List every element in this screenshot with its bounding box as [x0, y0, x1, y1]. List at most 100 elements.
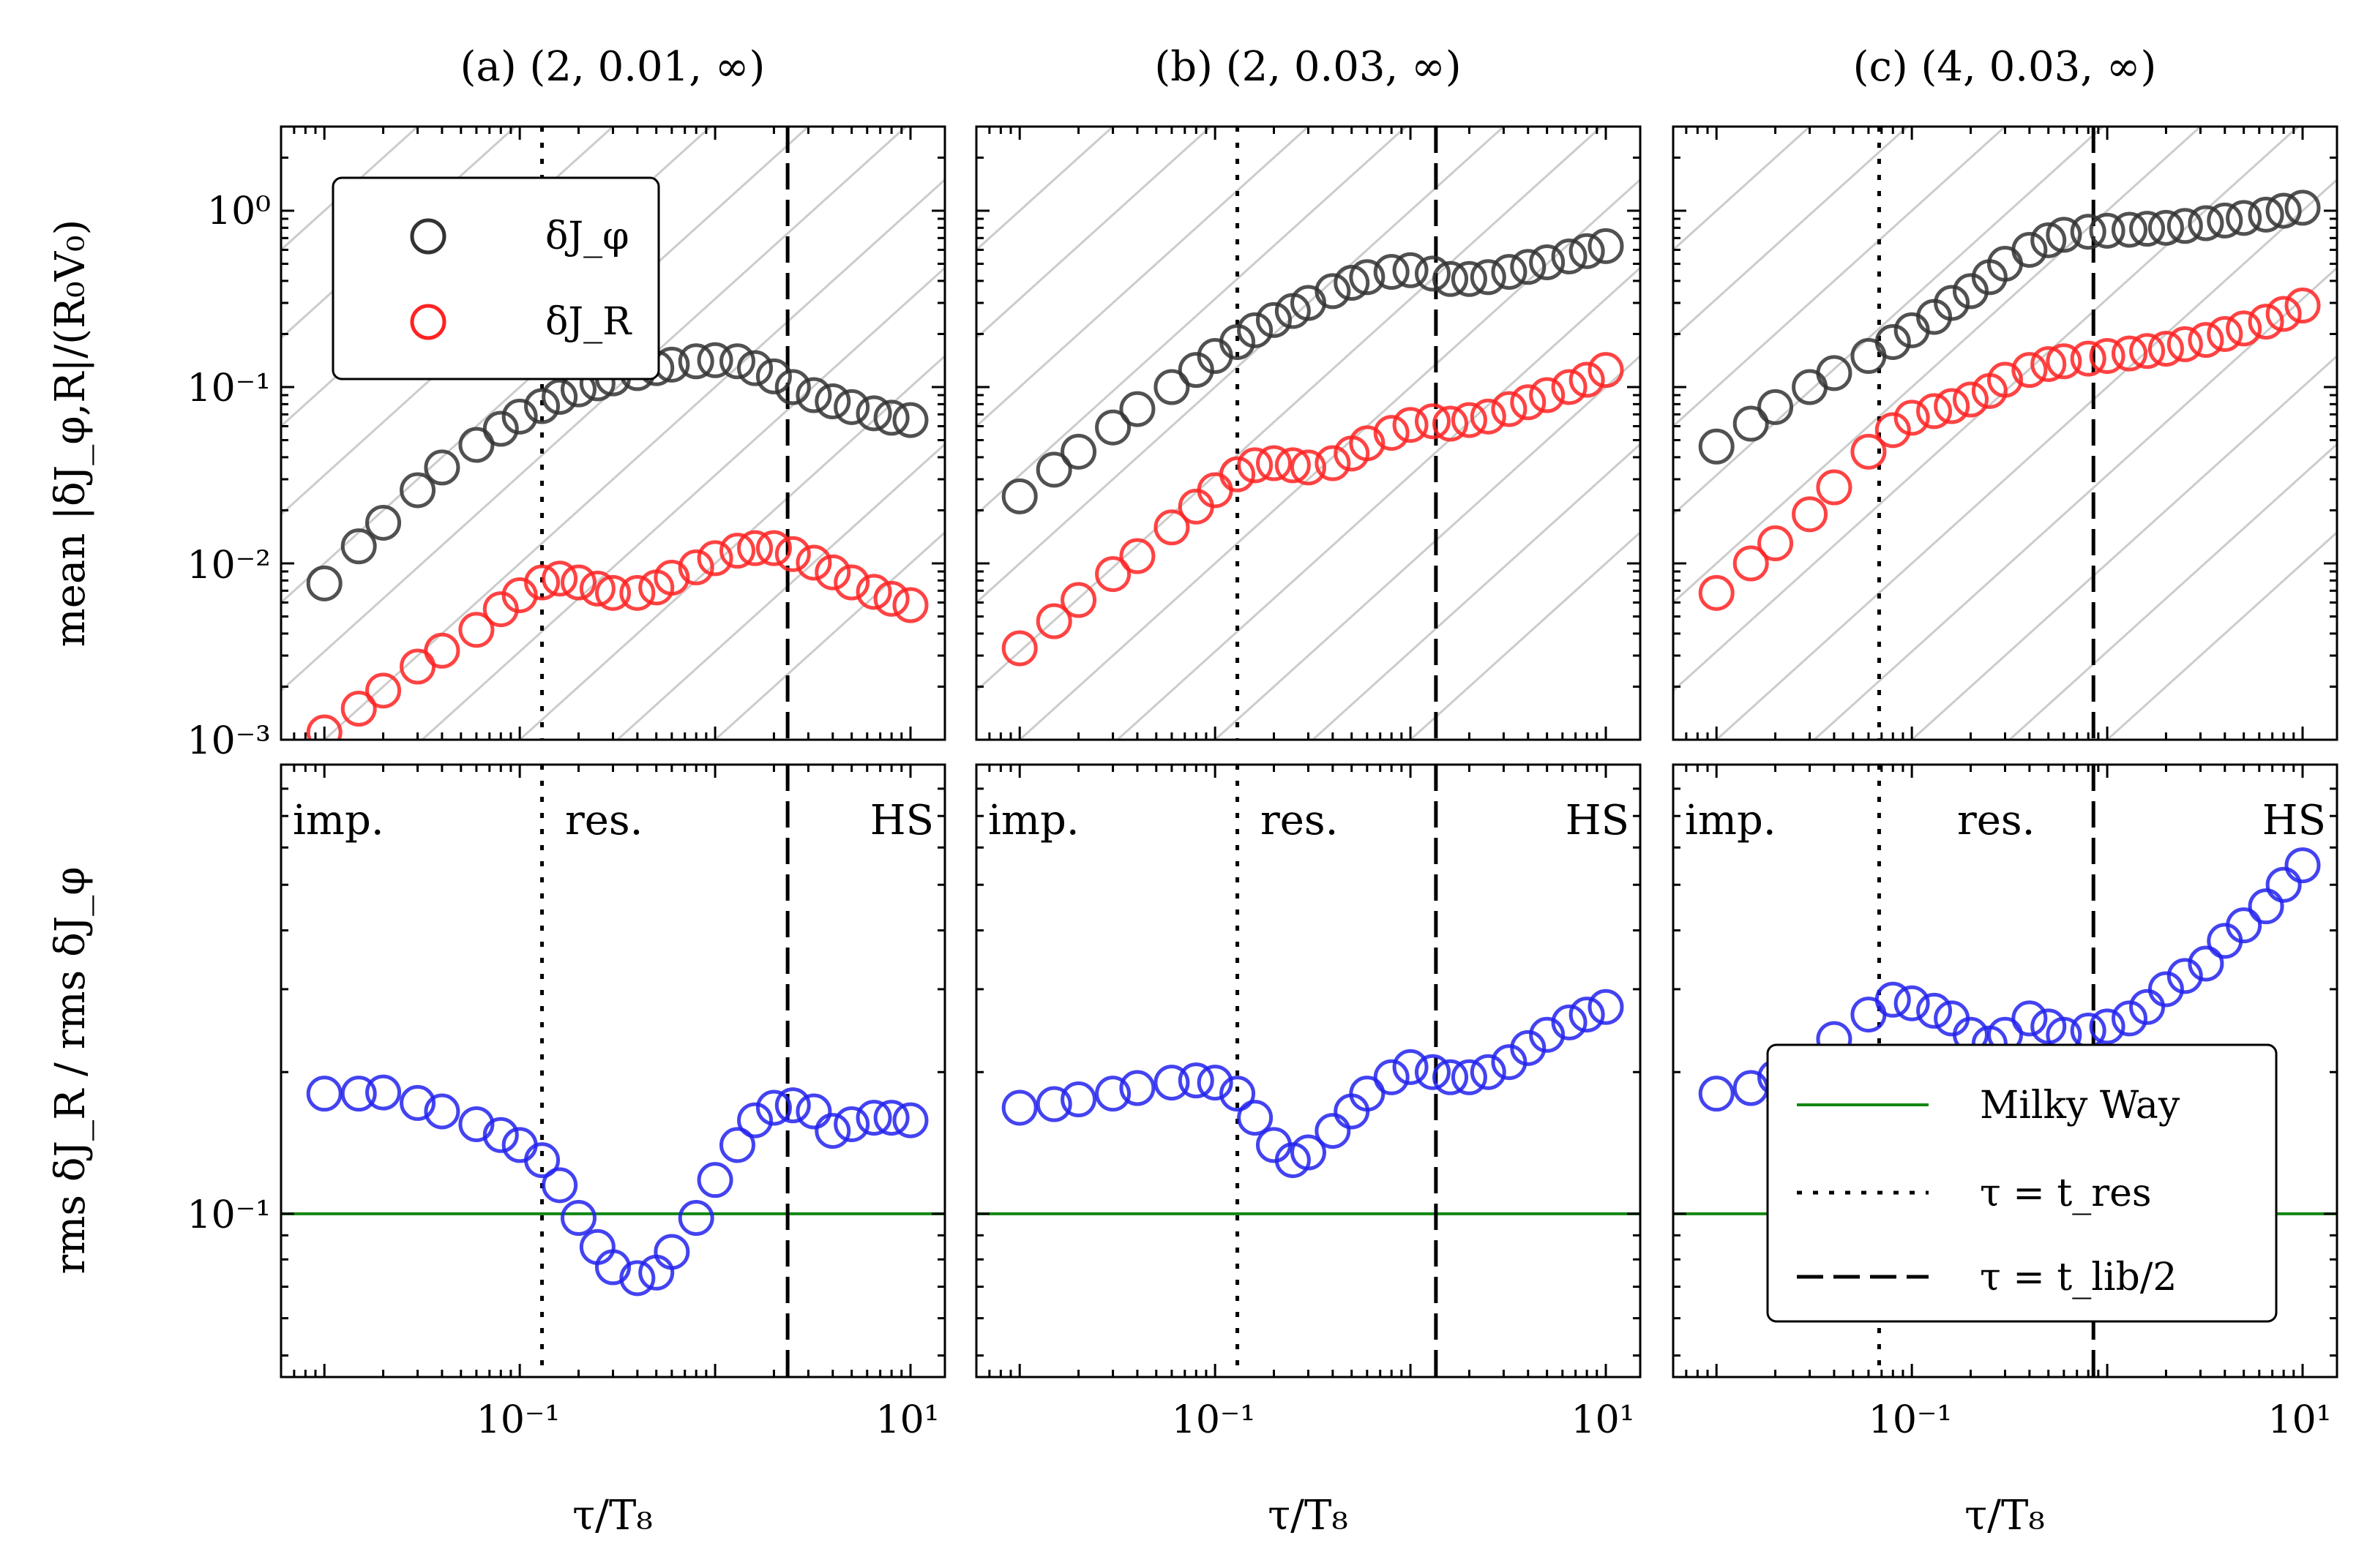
phi-point-b-1 — [1036, 451, 1072, 488]
r-point-c-3 — [1792, 496, 1828, 533]
r-point-c-17 — [2089, 338, 2125, 375]
phi-point-b-17 — [1392, 252, 1429, 288]
ratio-point-b-7 — [1197, 1065, 1233, 1101]
legend-top-frame — [332, 176, 660, 380]
phi-point-c-18 — [2111, 211, 2147, 248]
r-point-c-16 — [2070, 340, 2106, 377]
ratio-point-a-2 — [365, 1074, 402, 1111]
ratio-point-a-19 — [737, 1102, 774, 1139]
r-point-b-18 — [1414, 403, 1451, 440]
r-point-b-26 — [1568, 361, 1605, 398]
regime-res-c: res. — [1957, 797, 2035, 844]
phi-point-c-25 — [2248, 196, 2284, 233]
regime-res-a: res. — [565, 797, 643, 844]
guide-line-c-4 — [1714, 179, 2337, 740]
legend-phi-label: δJ_φ — [545, 214, 629, 258]
ratio-point-b-4 — [1119, 1070, 1156, 1106]
r-point-b-16 — [1373, 415, 1410, 451]
phi-point-b-24 — [1529, 244, 1566, 280]
phi-point-a-7 — [501, 398, 538, 435]
phi-point-a-23 — [815, 383, 851, 419]
phi-point-c-14 — [2030, 222, 2067, 258]
ratio-point-c-7 — [1893, 985, 1930, 1021]
ratio-point-a-13 — [619, 1260, 656, 1297]
phi-point-c-1 — [1732, 405, 1769, 442]
ratio-point-a-14 — [638, 1254, 675, 1291]
r-point-b-25 — [1551, 369, 1588, 405]
ratio-point-a-0 — [306, 1076, 343, 1112]
r-point-a-4 — [424, 632, 460, 669]
ratio-point-a-7 — [501, 1127, 538, 1163]
r-point-b-13 — [1315, 445, 1351, 481]
phi-point-a-22 — [796, 377, 832, 413]
r-point-c-4 — [1816, 469, 1852, 506]
phi-point-a-3 — [400, 472, 436, 509]
r-point-a-12 — [595, 574, 631, 611]
r-point-b-4 — [1119, 538, 1156, 574]
guide-line-c-0 — [2105, 531, 2337, 740]
regime-res-b: res. — [1260, 797, 1338, 844]
phi-point-c-22 — [2188, 205, 2224, 241]
r-point-b-11 — [1274, 447, 1311, 484]
phi-point-b-16 — [1373, 254, 1410, 290]
phi-point-b-25 — [1551, 239, 1588, 275]
r-point-a-6 — [482, 591, 519, 628]
phi-point-b-6 — [1178, 352, 1214, 389]
r-point-b-2 — [1061, 582, 1097, 618]
ratio-point-b-16 — [1373, 1059, 1410, 1095]
ratio-point-a-23 — [815, 1113, 851, 1149]
r-point-b-15 — [1349, 425, 1386, 462]
r-point-c-18 — [2111, 335, 2147, 372]
phi-point-b-18 — [1414, 255, 1451, 292]
phi-point-a-0 — [306, 565, 343, 601]
r-point-b-23 — [1510, 384, 1547, 421]
panel-a-title: (a) (2, 0.01, ∞) — [460, 43, 766, 91]
xtick-c-1e1: 10¹ — [2267, 1398, 2331, 1442]
phi-point-b-10 — [1255, 301, 1292, 338]
guide-line-c-3 — [1812, 266, 2337, 740]
guide-line-c-2 — [1910, 355, 2337, 740]
phi-point-c-24 — [2226, 200, 2262, 236]
ratio-point-a-21 — [774, 1087, 811, 1124]
r-point-a-22 — [796, 544, 832, 581]
ratio-point-a-6 — [482, 1117, 519, 1153]
phi-point-b-0 — [1001, 478, 1038, 514]
ratio-point-b-2 — [1061, 1081, 1097, 1118]
r-point-b-1 — [1036, 603, 1072, 639]
phi-point-c-19 — [2129, 211, 2166, 247]
r-point-c-13 — [2011, 352, 2048, 389]
ratio-point-c-25 — [2248, 888, 2284, 925]
ratio-point-b-8 — [1219, 1076, 1256, 1112]
r-point-c-15 — [2046, 343, 2082, 380]
ratio-point-a-26 — [873, 1100, 910, 1136]
phi-point-a-16 — [678, 343, 714, 380]
regime-hs-b: HS — [1566, 797, 1629, 844]
r-point-a-25 — [856, 574, 892, 610]
phi-point-a-6 — [482, 410, 519, 447]
phi-point-b-5 — [1153, 369, 1190, 405]
xtick-c-1e-1: 10⁻¹ — [1869, 1398, 1952, 1442]
ratio-point-c-6 — [1874, 981, 1911, 1018]
r-point-c-25 — [2248, 304, 2284, 340]
phi-point-c-9 — [1934, 285, 1970, 321]
ratio-point-b-24 — [1529, 1016, 1566, 1053]
regime-imp-b: imp. — [988, 797, 1080, 844]
ratio-point-a-12 — [595, 1249, 631, 1286]
r-point-c-27 — [2284, 288, 2321, 324]
r-point-a-17 — [697, 540, 733, 577]
r-point-c-21 — [2166, 326, 2203, 362]
ratio-point-b-25 — [1551, 1004, 1588, 1040]
guide-line-b-5 — [976, 127, 1604, 692]
ratio-point-a-4 — [424, 1093, 460, 1130]
phi-point-a-17 — [697, 342, 733, 378]
phi-point-b-13 — [1315, 273, 1351, 310]
regime-hs-c: HS — [2262, 797, 2326, 844]
phi-point-a-9 — [542, 378, 578, 415]
r-point-a-9 — [542, 560, 578, 597]
r-point-a-16 — [678, 549, 714, 585]
ratio-point-c-0 — [1698, 1076, 1735, 1112]
r-point-a-3 — [400, 648, 436, 685]
r-point-c-20 — [2147, 331, 2184, 367]
ytick-top-1e-1: 10⁻¹ — [187, 367, 271, 410]
